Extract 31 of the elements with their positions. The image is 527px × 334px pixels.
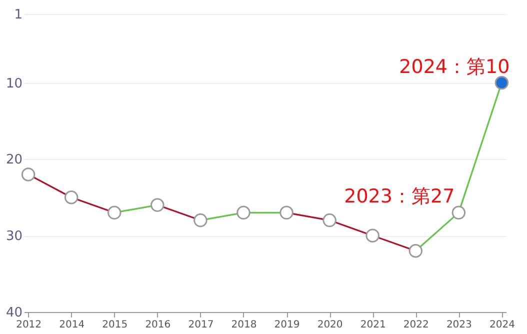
x-tick-label: 2017 bbox=[188, 320, 214, 330]
point bbox=[108, 206, 122, 220]
point bbox=[366, 228, 380, 242]
point bbox=[408, 244, 422, 258]
x-tick-label: 2012 bbox=[16, 320, 42, 330]
x-tick-label: 2022 bbox=[403, 320, 429, 330]
x-tick-label: 2018 bbox=[231, 320, 257, 330]
point bbox=[322, 213, 336, 228]
y-tick-label: 10 bbox=[6, 76, 22, 92]
x-tick-label: 2015 bbox=[102, 320, 128, 330]
x-tick-label: 2019 bbox=[274, 320, 300, 330]
x-tick-label: 2020 bbox=[317, 320, 343, 330]
point bbox=[494, 76, 509, 90]
point bbox=[21, 168, 36, 182]
x-tick-label: 2021 bbox=[360, 320, 386, 330]
x-tick-label: 2016 bbox=[145, 320, 171, 330]
y-tick-label: 1 bbox=[14, 8, 22, 22]
y-tick-label: 30 bbox=[6, 229, 22, 244]
x-tick-label: 2023 bbox=[446, 320, 472, 330]
annotation: 2024：第10 bbox=[399, 56, 510, 78]
y-tick-label: 40 bbox=[6, 306, 22, 320]
point bbox=[194, 213, 208, 228]
point bbox=[236, 206, 250, 220]
x-tick-label: 2024 bbox=[489, 320, 515, 330]
x-tick-label: 2014 bbox=[59, 320, 85, 330]
point bbox=[150, 198, 164, 212]
point bbox=[452, 206, 466, 220]
point bbox=[64, 190, 78, 204]
annotation: 2023：第27 bbox=[344, 186, 455, 208]
point bbox=[280, 206, 294, 220]
y-tick-label: 20 bbox=[6, 152, 22, 168]
